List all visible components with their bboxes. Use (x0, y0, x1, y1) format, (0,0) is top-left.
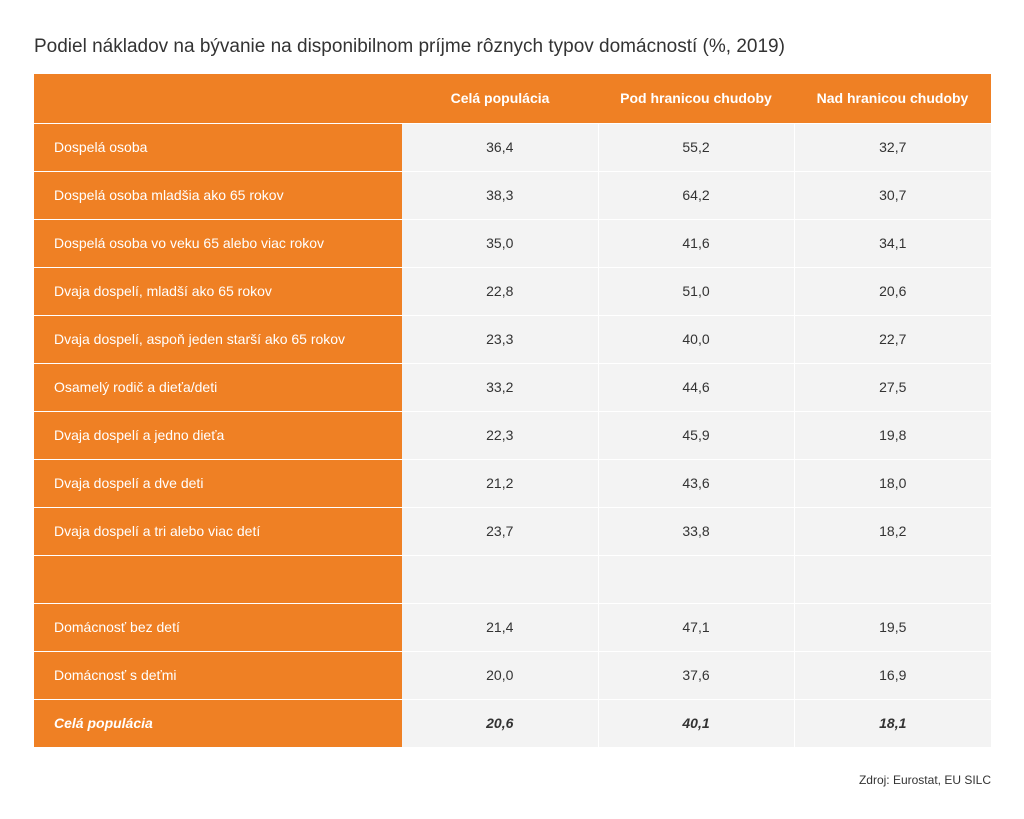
value-cell: 38,3 (402, 171, 598, 220)
table-row: Celá populácia 20,6 40,1 18,1 (34, 699, 991, 748)
value-cell: 35,0 (402, 219, 598, 268)
row-label: Domácnosť bez detí (34, 603, 402, 652)
row-label: Dvaja dospelí, aspoň jeden starší ako 65… (34, 315, 402, 364)
value-cell (402, 555, 598, 604)
table-body: Dospelá osoba 36,4 55,2 32,7 Dospelá osoba m… (34, 123, 991, 748)
value-cell: 34,1 (793, 219, 991, 268)
value-cell (793, 555, 991, 604)
value-cell: 20,6 (402, 699, 598, 748)
table-row: Dospelá osoba mladšia ako 65 rokov 38,3 64… (34, 171, 991, 220)
row-label: Dvaja dospelí a tri alebo viac detí (34, 507, 402, 556)
row-label: Celá populácia (34, 699, 402, 748)
row-label (34, 555, 402, 604)
value-cell: 22,3 (402, 411, 598, 460)
column-header: Nad hranicou chudoby (794, 74, 991, 124)
chart-title: Podiel nákladov na bývanie na disponibil… (34, 36, 785, 57)
value-cell: 45,9 (597, 411, 794, 460)
value-cell: 19,8 (793, 411, 991, 460)
table-row: Dvaja dospelí, aspoň jeden starší ako 65… (34, 315, 991, 364)
value-cell: 23,7 (402, 507, 598, 556)
column-header: Pod hranicou chudoby (598, 74, 794, 124)
value-cell: 30,7 (793, 171, 991, 220)
table-row: Dvaja dospelí a dve deti 21,2 43,6 18,0 (34, 459, 991, 508)
value-cell: 51,0 (597, 267, 794, 316)
table-row (34, 555, 991, 604)
value-cell: 21,2 (402, 459, 598, 508)
value-cell: 18,1 (793, 699, 991, 748)
row-label: Domácnosť s deťmi (34, 651, 402, 700)
row-label: Dospelá osoba mladšia ako 65 rokov (34, 171, 402, 220)
value-cell: 20,6 (793, 267, 991, 316)
value-cell: 16,9 (793, 651, 991, 700)
table-row: Osamelý rodič a dieťa/deti 33,2 44,6 27,5 (34, 363, 991, 412)
table-row: Dospelá osoba 36,4 55,2 32,7 (34, 123, 991, 172)
row-label: Osamelý rodič a dieťa/deti (34, 363, 402, 412)
value-cell: 18,2 (793, 507, 991, 556)
value-cell: 41,6 (597, 219, 794, 268)
value-cell: 55,2 (597, 123, 794, 172)
source-note: Zdroj: Eurostat, EU SILC (858, 773, 991, 787)
value-cell: 47,1 (597, 603, 794, 652)
value-cell: 22,8 (402, 267, 598, 316)
value-cell: 64,2 (597, 171, 794, 220)
header-corner (34, 74, 402, 124)
value-cell: 18,0 (793, 459, 991, 508)
value-cell: 36,4 (402, 123, 598, 172)
value-cell: 33,2 (402, 363, 598, 412)
table-row: Dvaja dospelí a tri alebo viac detí 23,7 3… (34, 507, 991, 556)
value-cell: 21,4 (402, 603, 598, 652)
value-cell: 43,6 (597, 459, 794, 508)
row-label: Dvaja dospelí, mladší ako 65 rokov (34, 267, 402, 316)
table-row: Domácnosť s deťmi 20,0 37,6 16,9 (34, 651, 991, 700)
value-cell: 27,5 (793, 363, 991, 412)
row-label: Dvaja dospelí a dve deti (34, 459, 402, 508)
value-cell: 37,6 (597, 651, 794, 700)
value-cell: 44,6 (597, 363, 794, 412)
value-cell: 32,7 (793, 123, 991, 172)
header-row: Celá populácia Pod hranicou chudoby Nad … (34, 74, 991, 124)
row-label: Dospelá osoba vo veku 65 alebo viac roko… (34, 219, 402, 268)
value-cell: 22,7 (793, 315, 991, 364)
value-cell: 40,1 (597, 699, 794, 748)
value-cell: 20,0 (402, 651, 598, 700)
table-row: Dvaja dospelí a jedno dieťa 22,3 45,9 19,8 (34, 411, 991, 460)
value-cell: 40,0 (597, 315, 794, 364)
column-header: Celá populácia (402, 74, 598, 124)
row-label: Dospelá osoba (34, 123, 402, 172)
table-row: Dvaja dospelí, mladší ako 65 rokov 22,8 51… (34, 267, 991, 316)
table-row: Dospelá osoba vo veku 65 alebo viac roko… (34, 219, 991, 268)
row-label: Dvaja dospelí a jedno dieťa (34, 411, 402, 460)
value-cell: 23,3 (402, 315, 598, 364)
housing-cost-table: Celá populácia Pod hranicou chudoby Nad … (34, 74, 991, 748)
value-cell: 19,5 (793, 603, 991, 652)
value-cell (597, 555, 794, 604)
table-row: Domácnosť bez detí 21,4 47,1 19,5 (34, 603, 991, 652)
value-cell: 33,8 (597, 507, 794, 556)
